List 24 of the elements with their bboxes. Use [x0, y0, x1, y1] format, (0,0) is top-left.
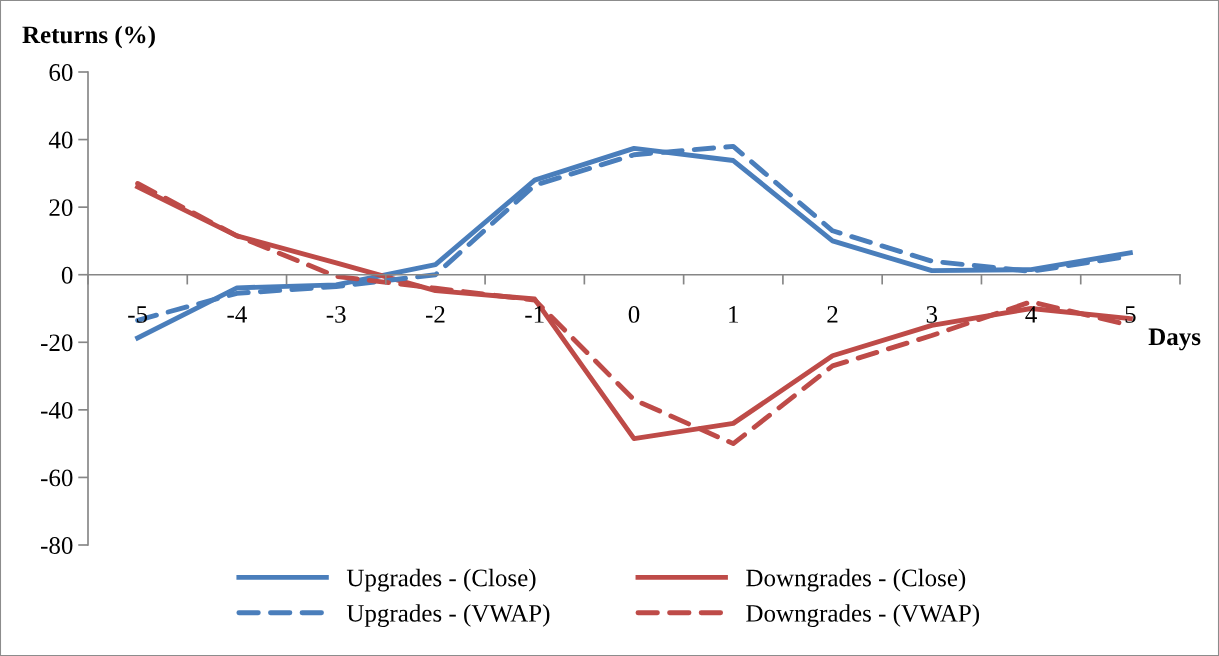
y-axis-title: Returns (%)	[22, 25, 155, 49]
y-tick-label: -60	[41, 469, 73, 487]
x-tick-label: -3	[326, 306, 346, 323]
x-tick-label: 3	[926, 306, 938, 323]
y-tick-label: 0	[61, 266, 73, 284]
y-tick-label: 20	[49, 199, 73, 217]
y-tick-label: -80	[41, 537, 73, 554]
x-tick-label: 0	[628, 305, 640, 323]
x-tick-label: -4	[227, 306, 247, 323]
x-tick-label: 4	[1025, 306, 1037, 323]
legend-label: Upgrades - (VWAP)	[346, 604, 550, 627]
y-tick-label: 60	[49, 64, 73, 81]
y-tick-label: -20	[41, 334, 73, 352]
x-tick-label: 2	[827, 306, 838, 323]
x-tick-label: 1	[729, 306, 739, 323]
legend-label: Downgrades - (VWAP)	[746, 604, 980, 627]
y-tick-label: -40	[41, 401, 73, 419]
x-tick-label: -1	[525, 306, 544, 323]
x-axis-title: Days	[1148, 328, 1201, 351]
legend-label: Upgrades - (Close)	[346, 568, 536, 592]
legend-label: Downgrades - (Close)	[746, 568, 966, 592]
y-tick-label: 40	[48, 131, 73, 149]
x-tick-label: -2	[425, 306, 445, 323]
x-tick-label: -5	[128, 306, 148, 323]
